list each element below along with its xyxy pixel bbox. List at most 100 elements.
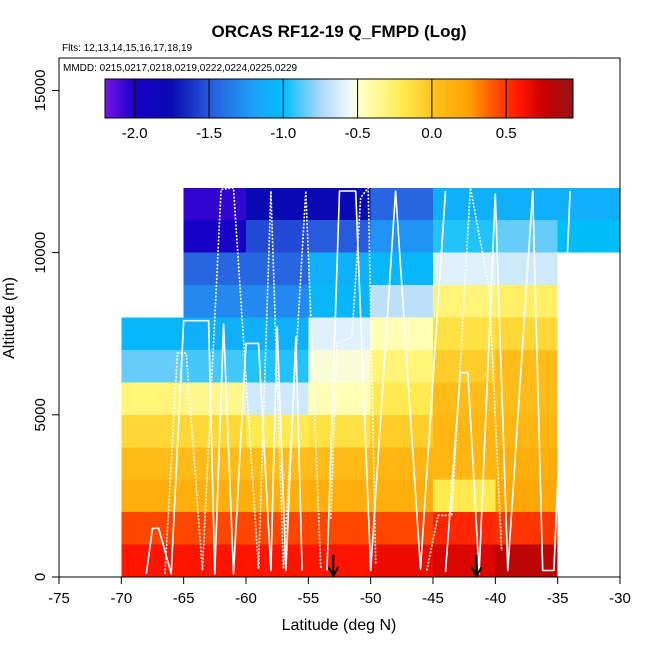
- colorbar-segment-132: [491, 79, 495, 118]
- colorbar-segment-15: [148, 79, 153, 118]
- colorbar-segment-58: [274, 79, 279, 118]
- colorbar-segment-50: [251, 79, 255, 118]
- heatmap-cell-44: [370, 544, 433, 577]
- colorbar-segment-33: [201, 79, 206, 118]
- colorbar-segment-17: [154, 79, 159, 118]
- colorbar-segment-112: [432, 79, 437, 118]
- colorbar-segment-95: [382, 79, 387, 118]
- heatmap-cell-31: [246, 187, 309, 221]
- heatmap-cell-6: [121, 349, 184, 383]
- colorbar-segment-89: [365, 79, 369, 118]
- heatmap-cell-79: [495, 187, 558, 221]
- heatmap-cells: [121, 187, 620, 577]
- colorbar-segment-12: [140, 79, 144, 118]
- colorbar-segment-99: [394, 79, 399, 118]
- colorbar-segment-73: [318, 79, 323, 118]
- colorbar-segment-47: [242, 79, 246, 118]
- colorbar-segment-16: [151, 79, 156, 118]
- colorbar-segment-142: [520, 79, 524, 118]
- colorbar-segment-86: [356, 79, 361, 118]
- colorbar-segment-128: [479, 79, 483, 118]
- colorbar-segment-48: [245, 79, 249, 118]
- heatmap-cell-56: [433, 544, 496, 577]
- colorbar-segment-125: [470, 79, 475, 118]
- colorbar-segment-122: [461, 79, 466, 118]
- chart-title: ORCAS RF12-19 Q_FMPD (Log): [211, 22, 466, 41]
- colorbar-segment-98: [391, 79, 396, 118]
- colorbar-segment-72: [315, 79, 320, 118]
- y-tick-label-1: 5000: [32, 398, 49, 431]
- colorbar-segment-91: [371, 79, 375, 118]
- colorbar-segment-103: [406, 79, 410, 118]
- colorbar-segment-9: [131, 79, 135, 118]
- colorbar-segment-37: [213, 79, 217, 118]
- colorbar-segment-149: [540, 79, 545, 118]
- colorbar-segment-134: [496, 79, 501, 118]
- heatmap-cell-30: [246, 220, 309, 253]
- colorbar-segment-19: [160, 79, 165, 118]
- x-tick-label-6: -45: [422, 590, 444, 607]
- colorbar-segment-121: [458, 79, 463, 118]
- colorbar-segment-14: [145, 79, 150, 118]
- colorbar-segment-62: [286, 79, 290, 118]
- heatmap-cell-14: [183, 349, 246, 383]
- colorbar-segment-123: [464, 79, 469, 118]
- colorbar-tick-label-5: 0.5: [496, 125, 517, 142]
- x-tick-label-7: -40: [484, 590, 506, 607]
- heatmap-cell-16: [183, 285, 246, 318]
- y-tick-label-0: 0: [32, 573, 49, 581]
- heatmap-cell-4: [121, 414, 184, 448]
- colorbar-segment-69: [306, 79, 311, 118]
- colorbar-segment-65: [295, 79, 299, 118]
- colorbar-segment-27: [183, 79, 188, 118]
- y-axis-label: Altitude (m): [1, 277, 18, 359]
- colorbar-frame: [104, 78, 574, 119]
- colorbar-segment-97: [388, 79, 393, 118]
- colorbar-segment-44: [233, 79, 238, 118]
- colorbar-segment-61: [283, 79, 287, 118]
- colorbar-segment-141: [517, 79, 521, 118]
- heatmap-cell-22: [246, 479, 309, 513]
- heatmap-cell-25: [246, 382, 309, 415]
- y-axis: 0 5000 10000 15000: [32, 70, 59, 581]
- colorbar-segment-39: [219, 79, 223, 118]
- colorbar-tick-label-1: -1.5: [196, 125, 222, 142]
- heatmap-cell-59: [433, 447, 496, 480]
- colorbar-tick-label-0: -2.0: [122, 125, 148, 142]
- colorbar-segment-137: [505, 79, 510, 118]
- colorbar-segment-108: [420, 79, 425, 118]
- heatmap-cell-61: [433, 382, 496, 415]
- colorbar-segment-30: [192, 79, 197, 118]
- colorbar-segment-116: [444, 79, 448, 118]
- colorbar-segment-59: [277, 79, 282, 118]
- colorbar-segment-63: [289, 79, 293, 118]
- colorbar-segment-126: [473, 79, 478, 118]
- heatmap-cell-69: [495, 512, 558, 545]
- heatmap-cell-29: [246, 252, 309, 286]
- colorbar-segment-54: [262, 79, 267, 118]
- colorbar-segment-49: [248, 79, 252, 118]
- colorbar-segment-105: [412, 79, 416, 118]
- heatmap-cell-5: [121, 382, 184, 415]
- colorbar-segment-13: [143, 79, 147, 118]
- heatmap-cell-11: [183, 447, 246, 480]
- colorbar-segment-124: [467, 79, 472, 118]
- x-tick-label-8: -35: [547, 590, 569, 607]
- heatmap-cell-54: [370, 220, 433, 253]
- colorbar-tick-label-4: 0.0: [421, 125, 442, 142]
- colorbar-segment-138: [508, 79, 513, 118]
- colorbar-segment-129: [482, 79, 486, 118]
- colorbar-segment-159: [570, 79, 574, 118]
- heatmap-cell-13: [183, 382, 246, 415]
- colorbar-segment-152: [549, 79, 554, 118]
- colorbar-segment-1: [107, 79, 112, 118]
- colorbar-segment-51: [254, 79, 258, 118]
- colorbar-segment-93: [377, 79, 381, 118]
- colorbar-segment-153: [552, 79, 557, 118]
- heatmap-cell-20: [246, 544, 309, 577]
- colorbar-segment-29: [189, 79, 194, 118]
- colorbar-segment-6: [122, 79, 127, 118]
- colorbar-segment-78: [333, 79, 337, 118]
- colorbar-segment-74: [321, 79, 325, 118]
- colorbar-segment-32: [198, 79, 203, 118]
